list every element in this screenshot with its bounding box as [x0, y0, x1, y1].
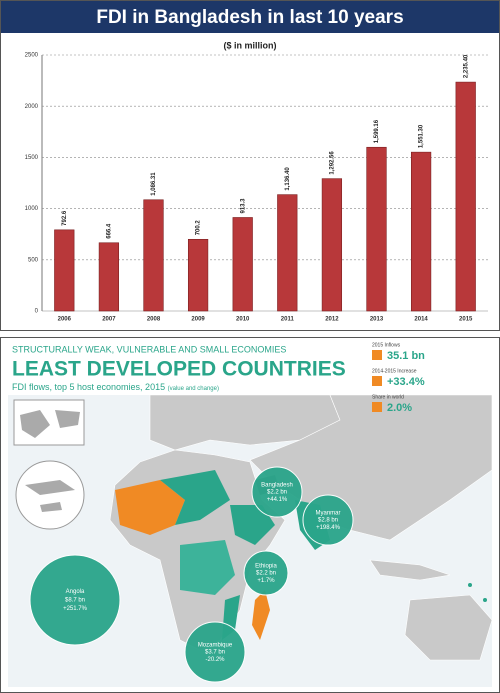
- bar: [410, 151, 432, 312]
- economy-value: $2.8 bn: [318, 518, 338, 524]
- x-tick-label: 2009: [191, 317, 205, 323]
- bar: [232, 217, 253, 312]
- value-label: 1,292.56: [329, 151, 335, 175]
- chart-subtitle: ($ in million): [224, 40, 277, 50]
- y-tick-label: 2000: [25, 104, 39, 110]
- economy-name: Ethiopia: [255, 563, 277, 569]
- east-africa-ldc: [230, 505, 275, 545]
- value-label: 1,136.40: [285, 167, 291, 191]
- caption: FDI flows, top 5 host economies, 2015 (v…: [12, 382, 219, 392]
- bar: [321, 178, 343, 312]
- economy-bubble: [251, 466, 303, 518]
- x-tick-label: 2012: [325, 317, 339, 323]
- inset-caribbean: [25, 480, 75, 512]
- chart-title: FDI in Bangladesh in last 10 years: [96, 7, 403, 28]
- central-africa-ldc: [180, 540, 235, 595]
- madagascar: [252, 590, 270, 640]
- economy-bubble: [302, 494, 354, 546]
- plot: 0 500 1000 1500 2000 2500 2006 792.6 2007 666.4 20…: [25, 53, 488, 323]
- stat-value: 35.1 bn: [387, 350, 425, 362]
- title-banner: [1, 1, 499, 33]
- x-tick-label: 2015: [459, 317, 473, 323]
- value-label: 666.4: [106, 223, 112, 239]
- x-tick-label: 2013: [370, 317, 384, 323]
- economy-change: +251.7%: [63, 606, 88, 612]
- west-africa-ldc: [115, 480, 185, 535]
- stats: 2015 Inflows 35.1 bn 2014-2015 Increase +33…: [372, 342, 425, 414]
- sahel-ldc: [160, 470, 230, 525]
- bar: [98, 242, 120, 312]
- stat-label: 2014-2015 Increase: [372, 368, 417, 374]
- stat-icon: [372, 402, 382, 412]
- bar: [143, 199, 164, 312]
- stat-label: 2015 Inflows: [372, 342, 401, 348]
- caption-note: (value and change): [168, 386, 219, 392]
- bar: [366, 146, 387, 312]
- inset-land: [20, 410, 80, 438]
- bar: [277, 194, 298, 312]
- x-tick-label: 2007: [102, 317, 116, 323]
- economy-change: -20.2%: [205, 657, 225, 663]
- kicker: STRUCTURALLY WEAK, VULNERABLE AND SMALL …: [12, 344, 286, 354]
- y-tick-label: 2500: [25, 53, 39, 59]
- y-tick-label: 500: [28, 257, 39, 263]
- x-tick-label: 2014: [414, 317, 428, 323]
- infographic: STRUCTURALLY WEAK, VULNERABLE AND SMALL …: [0, 337, 500, 693]
- bar: [54, 229, 75, 312]
- x-tick-label: 2011: [281, 317, 295, 323]
- y-tick-label: 0: [35, 309, 39, 315]
- caption-main: FDI flows, top 5 host economies, 2015: [12, 382, 165, 392]
- x-tick-label: 2008: [147, 317, 161, 323]
- economy-name: Angola: [66, 589, 85, 595]
- bar: [455, 81, 476, 312]
- value-label: 2,235.40: [463, 54, 469, 78]
- economy-change: +44.1%: [267, 497, 288, 503]
- australia: [404, 594, 493, 661]
- economy-name: Bangladesh: [261, 482, 293, 488]
- economy-change: +1.7%: [257, 578, 275, 584]
- economy-value: $3.7 bn: [205, 650, 225, 656]
- economy-change: +198.4%: [316, 525, 341, 531]
- economy-bubble: [184, 621, 246, 683]
- inset-zoom: [15, 460, 85, 530]
- economy-name: Mozambique: [198, 642, 233, 648]
- stat-icon: [372, 376, 382, 386]
- bar: [187, 238, 209, 312]
- stat-label: Share in world: [372, 394, 404, 400]
- pacific-ldc: [468, 583, 472, 587]
- economy-name: Myanmar: [315, 510, 340, 516]
- economy-value: $8.7 bn: [65, 598, 85, 604]
- economy-bubble: [243, 550, 289, 596]
- value-label: 1,599.16: [374, 119, 380, 143]
- bubbles: Angola $8.7 bn +251.7% Mozambique $3.7 bn-20…: [29, 466, 354, 683]
- economy-value: $2.2 bn: [267, 490, 287, 496]
- y-tick-label: 1000: [25, 206, 39, 212]
- value-label: 792.6: [62, 210, 68, 226]
- x-tick-label: 2010: [236, 317, 250, 323]
- indonesia: [369, 559, 451, 581]
- x-tick-label: 2006: [58, 317, 72, 323]
- headline: LEAST DEVELOPED COUNTRIES: [12, 358, 346, 381]
- value-label: 1,551.30: [419, 124, 425, 148]
- stat-value: 2.0%: [387, 402, 412, 414]
- economy-bubble: [29, 554, 121, 646]
- economy-value: $2.2 bn: [256, 571, 276, 577]
- stat-icon: [372, 350, 382, 360]
- y-tick-label: 1500: [25, 155, 39, 161]
- stat-value: +33.4%: [387, 376, 425, 388]
- value-label: 700.2: [196, 220, 202, 236]
- pacific-ldc: [483, 598, 487, 602]
- value-label: 913.3: [240, 198, 246, 214]
- value-label: 1,086.31: [151, 172, 157, 196]
